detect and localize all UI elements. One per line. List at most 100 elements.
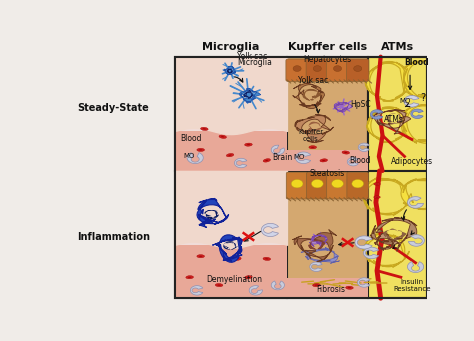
Bar [287,171,368,298]
Bar [175,57,427,298]
Text: Yolk sac: Yolk sac [237,52,268,61]
Circle shape [311,179,323,188]
Text: Yolk sac: Yolk sac [298,76,328,85]
Text: ATMs: ATMs [383,115,403,123]
FancyBboxPatch shape [326,59,349,81]
FancyBboxPatch shape [346,59,369,81]
Text: Blood: Blood [181,134,202,143]
Ellipse shape [348,287,351,288]
Text: Kupffer cells: Kupffer cells [288,43,367,53]
Text: Brain: Brain [272,153,292,162]
Polygon shape [235,158,247,168]
Ellipse shape [197,255,204,258]
Polygon shape [372,110,411,134]
Polygon shape [292,229,337,262]
Polygon shape [383,228,407,240]
Ellipse shape [309,146,317,149]
Ellipse shape [374,196,380,198]
Polygon shape [295,152,310,164]
Text: Kupffer
cells: Kupffer cells [298,129,323,142]
Bar [175,245,287,298]
Polygon shape [223,241,238,250]
Polygon shape [365,61,408,101]
Polygon shape [187,153,203,164]
Text: Fibrosis: Fibrosis [317,285,346,294]
Text: ?: ? [420,93,425,103]
Circle shape [352,179,364,188]
Circle shape [334,66,342,72]
Polygon shape [302,88,321,101]
Ellipse shape [199,149,202,150]
Text: Steady-State: Steady-State [78,103,149,113]
Polygon shape [358,143,369,151]
Polygon shape [411,109,423,119]
Polygon shape [370,218,417,251]
Ellipse shape [188,277,191,278]
Polygon shape [271,145,284,154]
Ellipse shape [263,257,271,261]
Text: MO: MO [399,98,410,104]
Text: Microglia: Microglia [237,58,272,66]
Text: Steatosis: Steatosis [310,169,345,178]
Polygon shape [363,233,410,267]
Ellipse shape [199,256,202,257]
Polygon shape [403,61,447,98]
Polygon shape [261,223,279,237]
Polygon shape [197,198,228,227]
Ellipse shape [320,159,328,162]
Bar [175,131,287,171]
FancyBboxPatch shape [327,172,348,199]
Bar [287,150,368,171]
Polygon shape [301,247,339,263]
Ellipse shape [245,143,252,146]
Ellipse shape [221,136,224,137]
Polygon shape [404,95,419,107]
Text: Inflammation: Inflammation [78,232,151,241]
Polygon shape [307,121,324,133]
Polygon shape [347,158,358,166]
Ellipse shape [344,152,347,153]
Text: MO: MO [183,153,195,159]
Polygon shape [409,235,424,246]
Text: Microglia: Microglia [202,43,260,53]
Polygon shape [244,90,253,99]
Bar [175,171,287,298]
Circle shape [332,179,343,188]
Circle shape [313,66,321,72]
Circle shape [354,66,362,72]
Text: ATMs: ATMs [381,43,414,53]
Polygon shape [204,210,219,219]
Ellipse shape [342,151,349,154]
Polygon shape [212,235,243,262]
Ellipse shape [247,277,250,278]
Text: Blood: Blood [349,156,371,165]
Ellipse shape [215,284,223,287]
FancyBboxPatch shape [286,59,308,81]
Polygon shape [228,69,233,73]
Text: Insulin
Resistance: Insulin Resistance [393,279,431,292]
FancyBboxPatch shape [286,172,308,199]
Circle shape [293,66,301,72]
Polygon shape [403,105,448,143]
Polygon shape [224,66,236,75]
Ellipse shape [234,257,241,261]
Polygon shape [357,278,370,287]
Ellipse shape [312,284,320,287]
Text: MO: MO [293,154,304,160]
Text: Blood: Blood [405,58,429,66]
Ellipse shape [227,153,234,157]
Polygon shape [191,286,203,295]
Polygon shape [249,286,263,295]
Ellipse shape [346,286,353,289]
FancyBboxPatch shape [306,59,328,81]
Bar [368,57,427,171]
Text: Hepatocytes: Hepatocytes [303,55,352,64]
Polygon shape [408,262,424,272]
Ellipse shape [247,144,250,145]
Ellipse shape [228,154,232,155]
Polygon shape [355,236,372,249]
Ellipse shape [374,183,380,185]
Ellipse shape [236,258,239,260]
Text: Demyelination: Demyelination [207,276,263,284]
Polygon shape [295,115,334,143]
